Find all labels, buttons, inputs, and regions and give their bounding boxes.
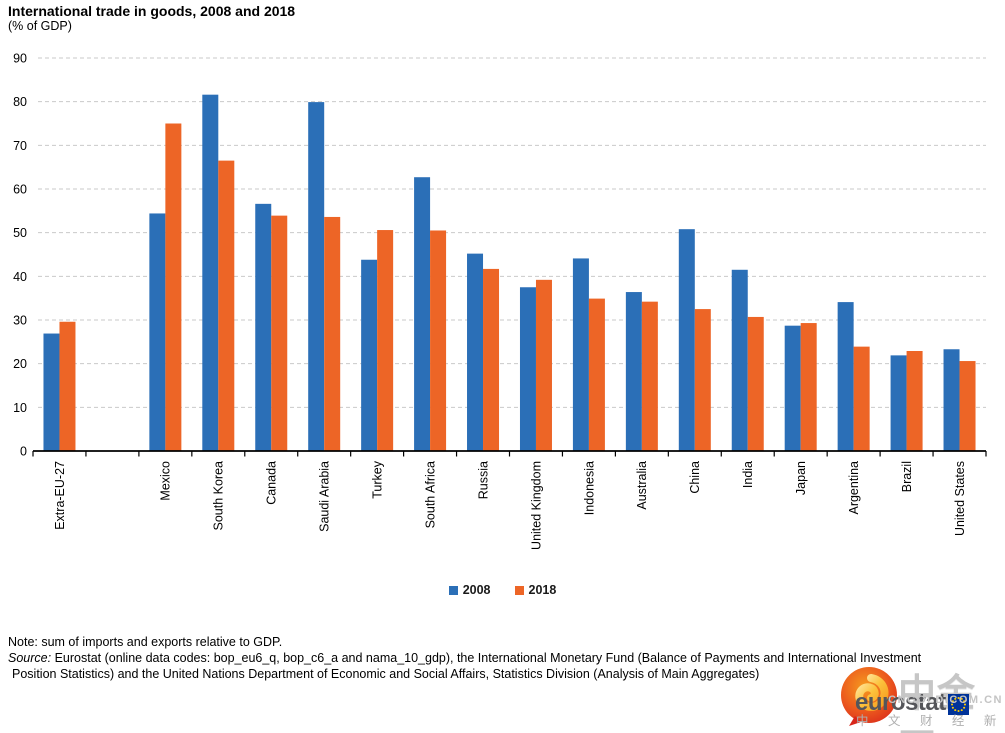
bar-2008	[414, 177, 431, 451]
bar-2018	[800, 323, 817, 451]
source-text-1: Eurostat (online data codes: bop_eu6_q, …	[51, 651, 922, 665]
chart-subtitle: (% of GDP)	[8, 19, 72, 33]
x-axis-category-label: United Kingdom	[529, 461, 543, 550]
bar-2008	[308, 102, 325, 451]
x-axis-category-label: South Africa	[423, 461, 437, 528]
y-axis-tick-label: 0	[20, 445, 27, 459]
y-axis-tick-label: 30	[13, 314, 27, 328]
cngold-url-watermark: CNGOLD.COM.CN	[888, 694, 1003, 706]
x-axis-category-label: Mexico	[159, 461, 173, 501]
bar-2008	[202, 94, 219, 452]
legend-swatch-icon	[448, 585, 458, 595]
legend-swatch-icon	[514, 585, 524, 595]
bar-2008	[784, 325, 801, 451]
y-axis-tick-label: 60	[13, 183, 27, 197]
bar-2018	[218, 160, 235, 451]
x-axis-category-label: Canada	[265, 461, 279, 505]
x-axis-category-label: Extra-EU-27	[53, 461, 67, 530]
legend-label: 2018	[528, 583, 557, 597]
x-axis-category-label: China	[688, 461, 702, 494]
y-axis-tick-label: 20	[13, 357, 27, 371]
y-axis-tick-label: 70	[13, 139, 27, 153]
source-line-2: Position Statistics) and the United Nati…	[12, 667, 760, 681]
bar-2008	[625, 292, 642, 451]
bar-2018	[959, 361, 976, 451]
bar-2008	[43, 333, 60, 451]
x-axis-category-label: Saudi Arabia	[318, 461, 332, 532]
bar-2018	[483, 268, 500, 451]
legend-item-2008: 2008	[448, 583, 491, 597]
x-axis-category-label: Russia	[476, 461, 490, 499]
y-axis-tick-label: 10	[13, 401, 27, 415]
bar-2008	[149, 213, 166, 451]
cngold-tagline-watermark: 中 文 财 经 新 媒 体	[856, 714, 1005, 728]
bar-2008	[678, 229, 695, 451]
x-axis-category-label: Argentina	[847, 461, 861, 515]
bar-2008	[890, 355, 907, 451]
x-axis-category-label: Indonesia	[582, 461, 596, 515]
bar-2018	[59, 321, 76, 451]
bar-2008	[837, 302, 854, 451]
x-axis-category-label: Turkey	[371, 460, 385, 498]
chart-legend: 2008 2018	[0, 583, 1005, 597]
note-line: Note: sum of imports and exports relativ…	[8, 635, 283, 649]
bar-2008	[572, 258, 589, 451]
eurostat-logo: eurostat	[855, 691, 969, 715]
logo-area: 中金网 eurostat CNGOLD.COM.CN 中 文 财 经 新 媒 体	[830, 660, 1005, 733]
bar-2018	[906, 351, 923, 451]
cngold-swirl-icon	[841, 667, 897, 726]
eurostat-logo-text: eurostat	[855, 689, 946, 716]
bar-2008	[731, 269, 748, 451]
bar-2018	[271, 215, 288, 451]
bar-2008	[361, 259, 378, 451]
bar-2018	[535, 279, 552, 451]
legend-item-2018: 2018	[514, 583, 557, 597]
chart-title: International trade in goods, 2008 and 2…	[8, 3, 296, 19]
bar-2018	[853, 346, 870, 451]
x-axis-category-label: Australia	[635, 461, 649, 510]
bar-2018	[324, 216, 341, 451]
x-axis-category-label: United States	[953, 461, 967, 536]
y-axis-tick-label: 80	[13, 95, 27, 109]
x-axis-category-label: India	[741, 461, 755, 488]
source-label: Source:	[8, 651, 52, 665]
bar-2018	[430, 230, 447, 451]
bar-2008	[467, 253, 484, 451]
bar-2008	[255, 203, 272, 451]
footnotes: Note: sum of imports and exports relativ…	[8, 634, 928, 682]
bar-2018	[377, 230, 394, 451]
x-axis-category-label: South Korea	[212, 461, 226, 531]
grouped-bar-chart: 0 10 20 30 40 50 60 70 80 90 Extra-EU-27 Mexico Sout…	[13, 52, 987, 550]
bar-2018	[165, 123, 182, 451]
x-axis-category-label: Brazil	[900, 461, 914, 492]
bar-2018	[694, 309, 711, 451]
y-axis-tick-label: 90	[13, 52, 27, 66]
bar-2008	[943, 349, 960, 451]
legend-label: 2008	[462, 583, 491, 597]
eu-stars-icon	[947, 694, 969, 715]
bar-2018	[588, 298, 605, 451]
x-axis-category-label: Japan	[794, 461, 808, 495]
y-axis-tick-label: 40	[13, 270, 27, 284]
source-line-1: Source: Eurostat (online data codes: bop…	[8, 650, 928, 666]
bar-2008	[519, 287, 536, 451]
y-axis-tick-label: 50	[13, 226, 27, 240]
bar-2018	[747, 316, 764, 451]
bar-2018	[641, 301, 658, 451]
